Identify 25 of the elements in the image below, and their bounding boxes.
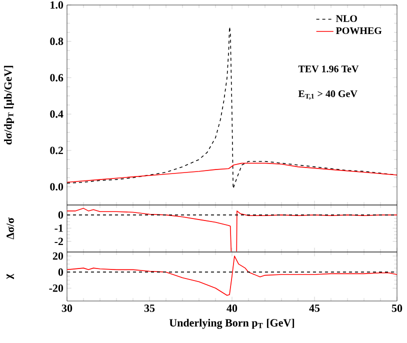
y-tick-label: 0.2 xyxy=(50,146,63,154)
legend-label: NLO xyxy=(336,15,357,22)
legend-label: POWHEG xyxy=(336,27,382,34)
x-tick-label: 35 xyxy=(144,304,155,312)
y-tick-label: 0.6 xyxy=(50,74,64,82)
x-tick-label: 45 xyxy=(309,304,320,312)
y-tick-label: 1.0 xyxy=(50,1,64,9)
y-tick-label: 0.8 xyxy=(50,38,64,46)
y-tick-label: -20 xyxy=(49,284,64,292)
x-tick-label: 50 xyxy=(392,304,402,312)
y-tick-label: 0 xyxy=(58,268,64,276)
x-axis-title: Underlying Born p$_{T}$ [GeV] xyxy=(169,318,294,329)
x-tick-label: 30 xyxy=(62,304,72,312)
annotation: TEV 1.96 TeV xyxy=(298,66,359,72)
y-tick-label: -2 xyxy=(54,238,63,246)
y-tick-label: -1 xyxy=(54,224,63,232)
y-axis-title: χ xyxy=(6,274,14,280)
y-tick-label: 0.4 xyxy=(50,110,64,118)
y-tick-label: 20 xyxy=(52,252,64,260)
y-axis-title: dσ/dp$_{T}$ [μb/GeV] xyxy=(4,66,14,145)
y-tick-label: 0 xyxy=(58,211,64,219)
annotation: E$_{T,1}$ > 40 GeV xyxy=(298,90,358,100)
y-axis-title: Δσ/σ xyxy=(6,218,14,240)
y-tick-label: 0.0 xyxy=(50,183,64,191)
x-tick-label: 40 xyxy=(226,304,238,312)
